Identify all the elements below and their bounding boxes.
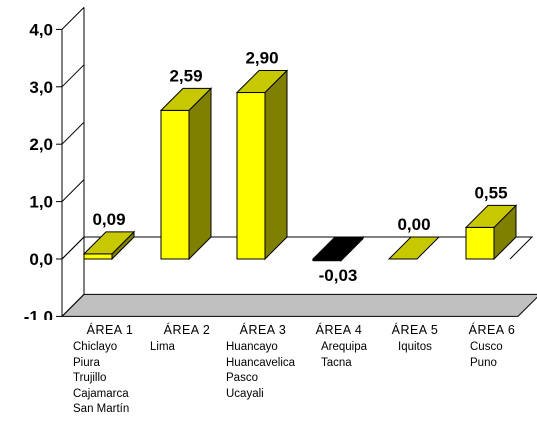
bar-top (311, 236, 365, 260)
city-name: Iquitos (398, 341, 432, 353)
bar-top (464, 204, 518, 228)
category-label: ÁREA 4 Arequipa Tacna (299, 323, 379, 371)
category-label: ÁREA 1 Chiclayo Piura Trujillo Cajamarca San … (70, 323, 150, 418)
category-title: ÁREA 1 (86, 323, 134, 337)
city-list: Cusco Puno (452, 340, 532, 371)
category-label: ÁREA 2 Lima (147, 323, 227, 356)
y-tick-label: -1,0 (24, 307, 53, 320)
y-tick-label: 2,0 (29, 135, 53, 154)
city-name: Huancayo (226, 341, 278, 353)
city-name: Trujillo (73, 372, 107, 384)
data-label: 2,59 (169, 66, 202, 85)
y-tick-label: 0,0 (29, 250, 53, 269)
city-list: Chiclayo Piura Trujillo Cajamarca San Martín (70, 340, 150, 418)
city-name: Huancavelica (226, 356, 296, 369)
y-tick-depth (61, 179, 85, 202)
city-name: Tacna (321, 356, 352, 369)
city-list: Lima (147, 340, 227, 356)
city-name: San Martín (73, 403, 130, 415)
bar-top (82, 231, 136, 255)
y-tick-depth (61, 294, 85, 317)
data-label: 2,90 (245, 49, 278, 68)
bar-side (264, 69, 288, 261)
city-name: Arequipa (321, 341, 368, 353)
y-tick-depth (61, 64, 85, 88)
zero-plane (61, 236, 534, 260)
category-label: ÁREA 3 Huancayo Huancavelica Pasco Ucayali (223, 323, 303, 402)
category-label: ÁREA 5 Iquitos (375, 323, 455, 356)
bar-chart: 4,0 3,0 2,0 1,0 0,0 -1,0 0,09 2,59 2,90 -0,03 0,00… (24, 7, 537, 320)
data-label: -0,03 (319, 266, 358, 285)
bar-front (465, 226, 495, 260)
data-label: 0,00 (397, 215, 430, 234)
y-tick-label: 3,0 (29, 78, 53, 97)
city-name: Cajamarca (73, 387, 129, 400)
y-tick-label: 4,0 (29, 20, 53, 39)
category-title: ÁREA 2 (163, 323, 211, 337)
category-title: ÁREA 6 (468, 323, 516, 337)
bar-top (387, 236, 441, 260)
bar-front (236, 92, 266, 260)
city-name: Chiclayo (73, 341, 118, 353)
data-label: 0,09 (92, 210, 125, 229)
bar-front (83, 253, 113, 260)
city-name: Ucayali (226, 387, 264, 400)
data-label: 0,55 (474, 183, 507, 202)
y-tick-depth (61, 7, 85, 30)
bar-front (160, 109, 190, 260)
y-tick-depth (61, 121, 85, 145)
city-list: Iquitos (375, 340, 455, 356)
bar-top (159, 87, 213, 111)
bar-top (235, 70, 289, 94)
city-list: Huancayo Huancavelica Pasco Ucayali (223, 340, 303, 402)
y-tick-depth (61, 236, 85, 260)
category-title: ÁREA 5 (391, 323, 439, 337)
bar-side (188, 87, 212, 261)
category-title: ÁREA 4 (315, 323, 363, 337)
city-list: Arequipa Tacna (299, 340, 379, 371)
city-name: Lima (150, 341, 175, 353)
chart-floor (60, 293, 537, 317)
city-name: Piura (73, 356, 100, 369)
category-label: ÁREA 6 Cusco Puno (452, 323, 532, 371)
city-name: Puno (470, 356, 497, 369)
city-name: Pasco (226, 372, 258, 384)
category-title: ÁREA 3 (239, 323, 287, 337)
y-tick-label: 1,0 (29, 193, 53, 212)
city-name: Cusco (470, 341, 503, 353)
